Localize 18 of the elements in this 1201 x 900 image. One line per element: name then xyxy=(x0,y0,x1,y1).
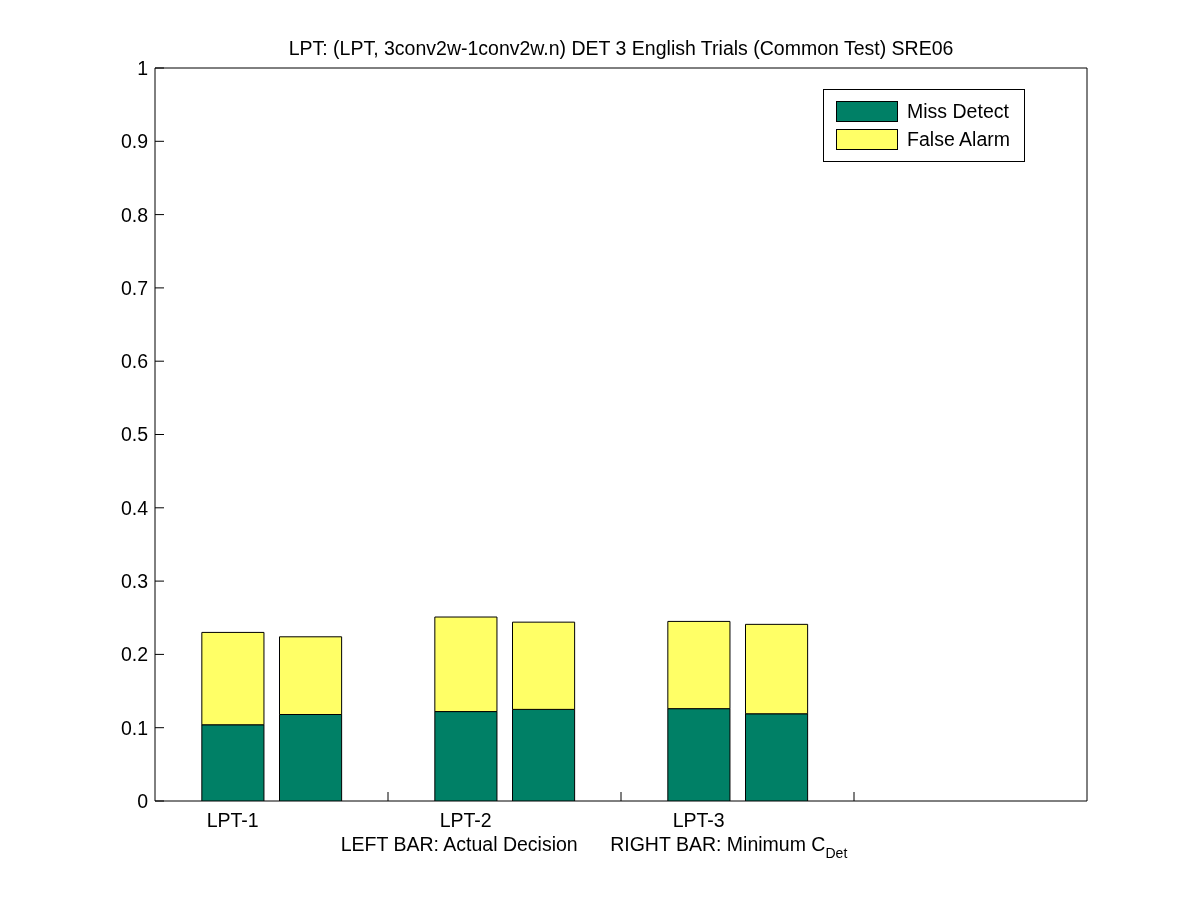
y-tick-label: 0.7 xyxy=(120,276,148,299)
y-tick-label: 0.9 xyxy=(120,130,148,153)
y-tick-label: 0.6 xyxy=(120,350,148,373)
y-tick-label: 0.2 xyxy=(120,643,148,666)
x-tick-label: LPT-2 xyxy=(439,808,492,831)
legend-label: False Alarm xyxy=(907,128,1010,150)
y-tick-label: 1 xyxy=(137,56,148,79)
y-tick-label: 0.4 xyxy=(120,496,149,519)
y-tick-label: 0.3 xyxy=(120,570,148,593)
x-axis-title: LEFT BAR: Actual Decision RIGHT BAR: Minimum C$_{Det}$ xyxy=(340,833,848,862)
y-tick-label: 0 xyxy=(137,789,149,812)
y-tick-label: 0.5 xyxy=(120,423,149,446)
x-tick-label: LPT-3 xyxy=(672,808,725,831)
y-tick-label: 0.8 xyxy=(120,203,148,226)
y-tick-label: 0.1 xyxy=(120,716,148,739)
legend-label: Miss Detect xyxy=(907,99,1009,122)
chart-title: LPT: (LPT, 3conv2w-1conv2w.n) DET 3 English Trials (Common Test) SRE06 xyxy=(288,37,954,59)
x-tick-label: LPT-1 xyxy=(206,808,259,831)
